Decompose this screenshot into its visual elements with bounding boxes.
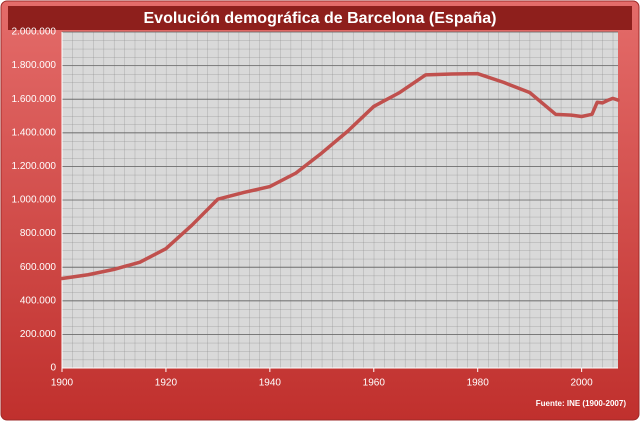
y-tick-label: 1.200.000 xyxy=(12,161,57,172)
x-tick-label: 1940 xyxy=(259,378,282,389)
y-tick-label: 0 xyxy=(50,363,56,374)
y-tick-label: 800.000 xyxy=(20,228,57,239)
y-tick-label: 2.000.000 xyxy=(12,27,57,38)
y-tick-label: 1.400.000 xyxy=(12,127,57,138)
x-tick-label: 1960 xyxy=(363,378,386,389)
source-note: Fuente: INE (1900-2007) xyxy=(536,399,627,408)
y-tick-label: 1.000.000 xyxy=(12,195,57,206)
y-tick-label: 1.800.000 xyxy=(12,60,57,71)
x-tick-label: 1980 xyxy=(467,378,490,389)
y-tick-label: 200.000 xyxy=(20,329,57,340)
x-tick-label: 1900 xyxy=(51,378,74,389)
x-tick-label: 1920 xyxy=(155,378,178,389)
chart-title: Evolución demográfica de Barcelona (Espa… xyxy=(144,10,497,27)
data-line xyxy=(60,71,620,281)
title-bar xyxy=(8,6,632,30)
x-tick-label: 2000 xyxy=(571,378,594,389)
y-tick-label: 600.000 xyxy=(20,262,57,273)
y-tick-label: 400.000 xyxy=(20,295,57,306)
y-tick-label: 1.600.000 xyxy=(12,94,57,105)
